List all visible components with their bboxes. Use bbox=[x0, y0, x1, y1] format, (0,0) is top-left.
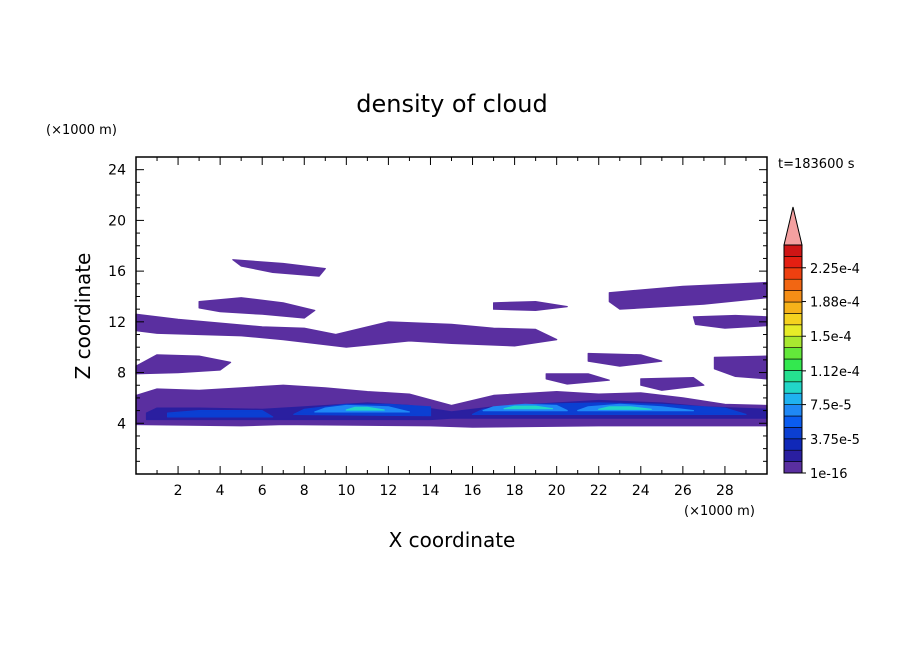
colorbar-level bbox=[783, 267, 803, 280]
contour-regions bbox=[135, 259, 768, 428]
colorbar-level bbox=[783, 461, 803, 474]
contour-region-4 bbox=[232, 259, 326, 277]
colorbar-tick-label: 2.25e-4 bbox=[810, 262, 860, 277]
contour-region-21 bbox=[345, 406, 385, 411]
colorbar: 2.25e-4 1.88e-4 1.5e-4 1.12e-4 7.5e-5 3.75e-5… bbox=[783, 206, 860, 482]
x-tick-label: 26 bbox=[674, 483, 692, 499]
x-axis: 2 4 6 8 10 12 14 16 18 20 22 24 26 28 bbox=[156, 157, 747, 499]
x-tick-label: 16 bbox=[464, 483, 482, 499]
colorbar-level bbox=[783, 415, 803, 428]
contour-region-3 bbox=[198, 297, 316, 319]
colorbar-level bbox=[783, 313, 803, 326]
y-axis: 4 8 12 16 20 24 bbox=[108, 163, 767, 462]
chart-title: density of cloud bbox=[356, 90, 547, 118]
colorbar-tick-label: 1e-16 bbox=[810, 467, 848, 482]
contour-region-10 bbox=[545, 373, 610, 385]
contour-region-19 bbox=[503, 405, 554, 410]
colorbar-overflow-arrow bbox=[783, 206, 803, 246]
colorbar-level bbox=[783, 358, 803, 371]
x-tick-label: 2 bbox=[174, 483, 183, 499]
colorbar-tick-label: 7.5e-5 bbox=[810, 399, 852, 414]
colorbar-level bbox=[783, 278, 803, 291]
y-tick-label: 16 bbox=[108, 264, 126, 280]
colorbar-level bbox=[783, 449, 803, 462]
x-tick-label: 12 bbox=[379, 483, 397, 499]
y-tick-label: 4 bbox=[117, 416, 126, 432]
x-tick-label: 18 bbox=[506, 483, 524, 499]
contour-region-6 bbox=[608, 281, 768, 310]
colorbar-level bbox=[783, 244, 803, 257]
contour-region-11 bbox=[640, 377, 705, 391]
x-tick-label: 20 bbox=[548, 483, 566, 499]
colorbar-tick-label: 1.5e-4 bbox=[810, 330, 852, 345]
y-tick-label: 24 bbox=[108, 163, 126, 179]
x-tick-label: 10 bbox=[337, 483, 355, 499]
x-axis-unit: (×1000 m) bbox=[684, 504, 755, 519]
colorbar-level bbox=[783, 392, 803, 405]
colorbar-level bbox=[783, 438, 803, 451]
contour-region-2 bbox=[135, 313, 558, 348]
colorbar-level bbox=[783, 256, 803, 269]
colorbar-level bbox=[783, 381, 803, 394]
colorbar-level bbox=[783, 335, 803, 348]
time-label: t=183600 s bbox=[778, 157, 855, 172]
colorbar-frame bbox=[783, 244, 803, 474]
x-tick-label: 8 bbox=[300, 483, 309, 499]
colorbar-level bbox=[783, 370, 803, 383]
x-tick-label: 24 bbox=[632, 483, 650, 499]
x-tick-label: 22 bbox=[590, 483, 608, 499]
contour-region-20 bbox=[598, 406, 652, 410]
x-tick-label: 14 bbox=[422, 483, 440, 499]
x-axis-title: X coordinate bbox=[389, 528, 516, 552]
colorbar-tick-label: 1.88e-4 bbox=[810, 296, 860, 311]
x-tick-label: 6 bbox=[258, 483, 267, 499]
y-axis-title: Z coordinate bbox=[71, 253, 95, 380]
contour-region-5 bbox=[493, 301, 568, 311]
colorbar-tick-label: 3.75e-5 bbox=[810, 433, 860, 448]
y-tick-label: 20 bbox=[108, 213, 126, 229]
colorbar-level bbox=[783, 290, 803, 303]
x-tick-label: 28 bbox=[716, 483, 734, 499]
contour-region-9 bbox=[713, 355, 768, 380]
x-tick-label: 4 bbox=[216, 483, 225, 499]
y-tick-label: 8 bbox=[117, 366, 126, 382]
colorbar-level bbox=[783, 301, 803, 314]
colorbar-level bbox=[783, 427, 803, 440]
colorbar-tick-label: 1.12e-4 bbox=[810, 365, 860, 380]
colorbar-level bbox=[783, 404, 803, 417]
y-tick-label: 12 bbox=[108, 315, 126, 331]
contour-region-15 bbox=[167, 410, 274, 418]
contour-region-1 bbox=[135, 354, 232, 375]
plot-area bbox=[135, 156, 768, 475]
y-axis-unit: (×1000 m) bbox=[46, 123, 117, 138]
contour-region-8 bbox=[587, 352, 663, 367]
colorbar-level bbox=[783, 347, 803, 360]
colorbar-level bbox=[783, 324, 803, 337]
